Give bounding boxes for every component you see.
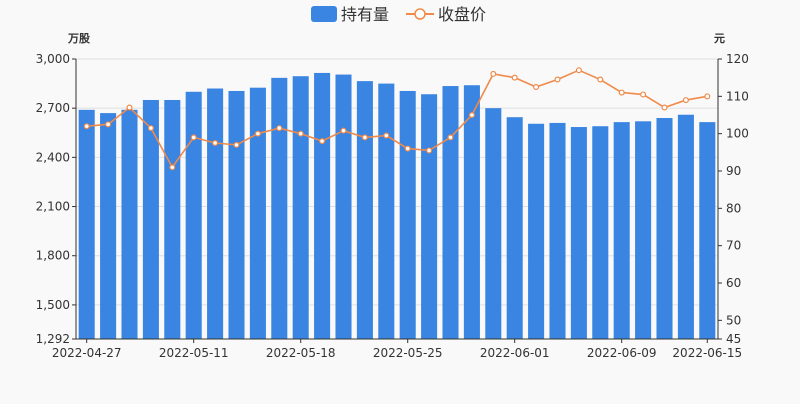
- legend[interactable]: 持有量 收盘价: [311, 5, 486, 24]
- price-point-18: [468, 111, 475, 118]
- bar-21: [528, 123, 545, 340]
- bar-29: [699, 122, 716, 340]
- right-tick-label-3: 70: [726, 239, 741, 253]
- left-tick-label-5: 2,700: [36, 101, 70, 115]
- left-tick-label-2: 1,800: [36, 249, 70, 263]
- right-tick-label-1: 50: [726, 313, 741, 327]
- right-tick-label-0: 45: [726, 332, 741, 346]
- price-point-2: [126, 104, 133, 111]
- left-tick-label-1: 1,500: [36, 298, 70, 312]
- bar-14: [378, 83, 395, 339]
- price-point-28: [682, 97, 689, 104]
- bar-18: [463, 85, 480, 339]
- left-tick-label-6: 3,000: [36, 52, 70, 66]
- bar-9: [271, 77, 288, 339]
- price-point-1: [105, 121, 112, 128]
- bar-7: [228, 90, 245, 339]
- right-tick-label-2: 60: [726, 276, 741, 290]
- price-point-6: [212, 140, 219, 147]
- price-point-27: [661, 104, 668, 111]
- x-tick-label-3: 2022-05-25: [373, 346, 443, 360]
- price-point-5: [190, 134, 197, 141]
- bar-3: [142, 99, 159, 339]
- price-point-11: [319, 138, 326, 145]
- price-line: [86, 69, 708, 169]
- price-point-16: [426, 147, 433, 154]
- x-tick-label-4: 2022-06-01: [480, 346, 550, 360]
- bar-19: [485, 108, 502, 339]
- price-point-15: [404, 145, 411, 152]
- x-tick-label-2: 2022-05-18: [266, 346, 336, 360]
- price-point-13: [361, 134, 368, 141]
- axes: 1,292 1,500 1,800 2,100 2,400 2,700 3,000 45 50 6…: [36, 52, 749, 360]
- x-tick-label-5: 2022-06-09: [587, 346, 657, 360]
- bar-22: [549, 122, 566, 340]
- price-point-10: [297, 130, 304, 137]
- price-point-20: [511, 74, 518, 81]
- right-axis-unit: 元: [714, 32, 725, 45]
- legend-bar-label[interactable]: 持有量: [341, 5, 389, 24]
- bar-24: [592, 126, 609, 340]
- bar-2: [121, 109, 138, 339]
- bar-25: [613, 122, 630, 340]
- x-tick-label-6: 2022-06-15: [672, 346, 742, 360]
- price-point-29: [704, 93, 711, 100]
- price-point-4: [169, 164, 176, 171]
- legend-bar-swatch[interactable]: [311, 6, 337, 22]
- price-point-17: [447, 134, 454, 141]
- bar-11: [314, 72, 331, 340]
- left-axis-unit: 万股: [67, 32, 91, 45]
- right-tick-label-6: 100: [726, 127, 749, 141]
- price-point-7: [233, 141, 240, 148]
- price-point-14: [383, 132, 390, 139]
- right-tick-label-8: 120: [726, 52, 749, 66]
- bar-27: [656, 118, 673, 340]
- price-point-22: [554, 76, 561, 83]
- left-tick-label-4: 2,400: [36, 150, 70, 164]
- price-point-19: [490, 70, 497, 77]
- bar-series: [78, 72, 716, 340]
- bar-15: [399, 90, 416, 339]
- left-tick-label-0: 1,292: [36, 332, 70, 346]
- legend-line-marker[interactable]: [414, 8, 426, 20]
- line-series: [83, 67, 711, 171]
- bar-17: [442, 86, 459, 339]
- price-point-3: [147, 125, 154, 132]
- right-tick-label-7: 110: [726, 89, 749, 103]
- bar-6: [207, 88, 224, 339]
- right-tick-label-5: 90: [726, 164, 741, 178]
- grid-lines: [76, 58, 718, 306]
- price-point-0: [83, 123, 90, 130]
- bar-8: [249, 87, 266, 339]
- bar-16: [421, 94, 438, 339]
- legend-line-label[interactable]: 收盘价: [438, 5, 486, 24]
- bar-13: [356, 81, 373, 339]
- bar-10: [292, 76, 309, 340]
- price-point-23: [575, 67, 582, 74]
- price-point-25: [618, 89, 625, 96]
- price-point-26: [640, 91, 647, 98]
- bar-28: [677, 114, 694, 339]
- price-point-24: [597, 76, 604, 83]
- bar-5: [185, 91, 202, 339]
- bar-23: [570, 127, 587, 340]
- bar-20: [506, 117, 523, 340]
- price-point-21: [533, 83, 540, 90]
- price-point-8: [254, 130, 261, 137]
- price-point-12: [340, 127, 347, 134]
- right-tick-label-4: 80: [726, 201, 741, 215]
- x-tick-label-0: 2022-04-27: [52, 346, 122, 360]
- bar-0: [78, 109, 95, 339]
- bar-4: [164, 99, 181, 339]
- x-tick-label-1: 2022-05-11: [159, 346, 229, 360]
- bar-1: [100, 113, 117, 339]
- left-tick-label-3: 2,100: [36, 200, 70, 214]
- bar-26: [635, 121, 652, 340]
- bar-12: [335, 74, 352, 340]
- price-point-9: [276, 125, 283, 132]
